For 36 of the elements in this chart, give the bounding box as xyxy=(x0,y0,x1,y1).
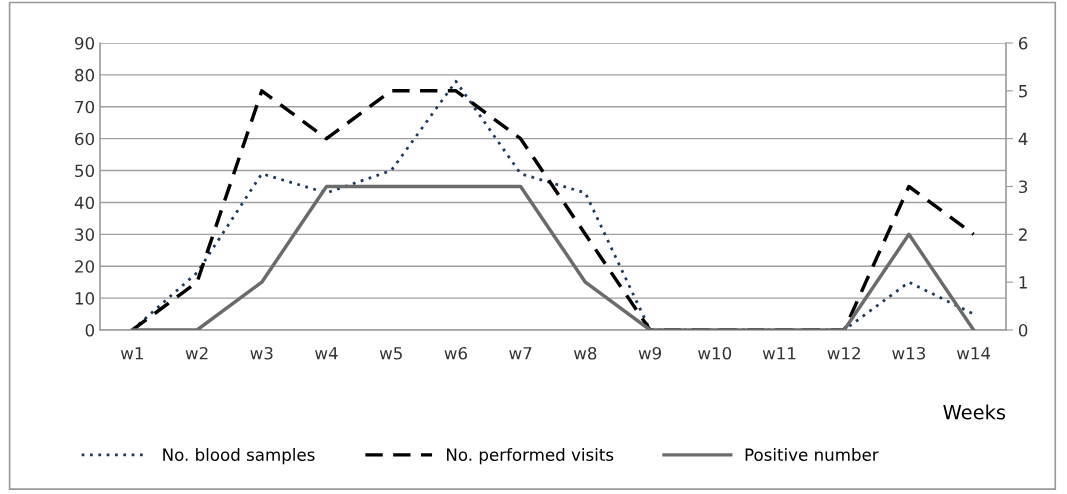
x-tick-label: w10 xyxy=(698,346,732,360)
y-tick-label: 30 xyxy=(75,228,95,241)
x-axis-title: Weeks xyxy=(943,404,1006,420)
y2-tick-label: 5 xyxy=(1019,85,1027,98)
y-tick-label: 10 xyxy=(75,292,95,305)
y-tick-label: 40 xyxy=(74,196,95,210)
y-tick-label: 20 xyxy=(75,260,95,273)
legend-label: No. performed visits xyxy=(447,448,614,465)
y-tick-label: 70 xyxy=(75,100,95,114)
x-tick-label: w3 xyxy=(250,346,273,360)
y-tick-label: 60 xyxy=(75,132,95,146)
y2-tick-label: 4 xyxy=(1018,132,1028,145)
y-tick-label: 50 xyxy=(75,164,95,178)
x-tick-label: w4 xyxy=(315,347,338,360)
y2-tick-label: 6 xyxy=(1018,36,1028,50)
x-tick-label: w9 xyxy=(638,346,662,360)
x-tick-label: w2 xyxy=(185,346,208,360)
y-tick-label: 80 xyxy=(75,68,95,82)
x-tick-label: w6 xyxy=(444,346,467,360)
x-tick-label: w8 xyxy=(573,346,597,360)
y2-tick-label: 0 xyxy=(1018,323,1028,337)
y2-tick-label: 2 xyxy=(1019,228,1027,241)
y2-tick-label: 3 xyxy=(1019,180,1028,194)
legend-label: Positive number xyxy=(745,448,879,461)
x-tick-label: w1 xyxy=(120,347,143,360)
y-tick-label: 90 xyxy=(74,36,95,50)
x-tick-label: w11 xyxy=(762,347,796,360)
x-tick-label: w13 xyxy=(892,346,926,360)
x-tick-label: w14 xyxy=(956,347,991,360)
x-tick-label: w7 xyxy=(509,347,532,360)
legend-label: No. blood samples xyxy=(163,448,315,465)
x-tick-label: w12 xyxy=(827,346,860,360)
x-tick-label: w5 xyxy=(379,347,402,360)
y-tick-label: 0 xyxy=(85,323,95,337)
y2-tick-label: 1 xyxy=(1019,276,1027,289)
line-series xyxy=(130,184,976,330)
